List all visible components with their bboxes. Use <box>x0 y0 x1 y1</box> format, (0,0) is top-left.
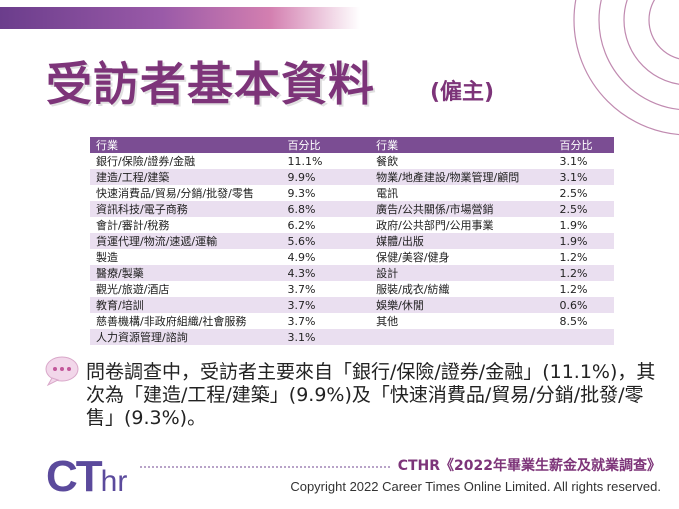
percent-cell: 9.9% <box>281 169 371 185</box>
industry-cell: 人力資源管理/諮詢 <box>90 329 282 345</box>
percent-cell: 4.9% <box>281 249 371 265</box>
speech-bubble-icon <box>45 356 79 386</box>
industry-cell: 設計 <box>370 265 554 281</box>
header-gradient-bar <box>0 7 360 29</box>
table-row: 資訊科技/電子商務 6.8% 廣告/公共關係/市場營銷 2.5% <box>90 201 614 217</box>
percent-cell: 4.3% <box>281 265 371 281</box>
percent-cell: 1.2% <box>553 249 614 265</box>
percent-cell: 8.5% <box>553 313 614 329</box>
table-row: 會計/審計/稅務 6.2% 政府/公共部門/公用事業 1.9% <box>90 217 614 233</box>
industry-cell: 會計/審計/稅務 <box>90 217 282 233</box>
table-row: 貨運代理/物流/速遞/運輸 5.6% 媒體/出版 1.9% <box>90 233 614 249</box>
summary-text: 問卷調查中，受訪者主要來自「銀行/保險/證券/金融」(11.1%)，其次為「建造… <box>86 361 656 429</box>
industry-cell: 電訊 <box>370 185 554 201</box>
percent-cell: 1.2% <box>553 265 614 281</box>
page-subtitle: (僱主) <box>430 80 495 105</box>
percent-cell: 3.1% <box>553 169 614 185</box>
percent-cell: 3.1% <box>553 153 614 169</box>
table-row: 慈善機構/非政府組織/社會服務 3.7% 其他 8.5% <box>90 313 614 329</box>
percent-cell: 2.5% <box>553 201 614 217</box>
percent-cell: 3.7% <box>281 313 371 329</box>
industry-cell: 貨運代理/物流/速遞/運輸 <box>90 233 282 249</box>
industry-cell: 醫療/製藥 <box>90 265 282 281</box>
percent-cell: 3.7% <box>281 297 371 313</box>
percent-cell: 3.1% <box>281 329 371 345</box>
industry-cell: 製造 <box>90 249 282 265</box>
percent-cell: 6.8% <box>281 201 371 217</box>
percent-cell: 9.3% <box>281 185 371 201</box>
table-row: 快速消費品/貿易/分銷/批發/零售 9.3% 電訊 2.5% <box>90 185 614 201</box>
industry-cell: 廣告/公共關係/市場營銷 <box>370 201 554 217</box>
table-row: 建造/工程/建築 9.9% 物業/地產建設/物業管理/顧問 3.1% <box>90 169 614 185</box>
percent-cell: 0.6% <box>553 297 614 313</box>
industry-cell: 慈善機構/非政府組織/社會服務 <box>90 313 282 329</box>
industry-cell: 銀行/保險/證券/金融 <box>90 153 282 169</box>
logo-hr: hr <box>100 465 128 498</box>
percent-cell: 1.9% <box>553 233 614 249</box>
industry-cell: 教育/培訓 <box>90 297 282 313</box>
table-row: 教育/培訓 3.7% 娛樂/休閒 0.6% <box>90 297 614 313</box>
page-title: 受訪者基本資料 <box>46 57 375 111</box>
percent-cell: 5.6% <box>281 233 371 249</box>
industry-cell <box>370 329 554 345</box>
industry-cell: 媒體/出版 <box>370 233 554 249</box>
dotted-divider <box>140 466 390 468</box>
industry-cell: 資訊科技/電子商務 <box>90 201 282 217</box>
table-row: 銀行/保險/證券/金融 11.1% 餐飲 3.1% <box>90 153 614 169</box>
percent-cell: 2.5% <box>553 185 614 201</box>
report-title: CTHR《2022年畢業生薪金及就業調查》 <box>397 458 661 474</box>
copyright-text: Copyright 2022 Career Times Online Limit… <box>290 479 661 494</box>
industry-cell: 快速消費品/貿易/分銷/批發/零售 <box>90 185 282 201</box>
industry-cell: 觀光/旅遊/酒店 <box>90 281 282 297</box>
table-body: 銀行/保險/證券/金融 11.1% 餐飲 3.1% 建造/工程/建築 9.9% 物業/地產建… <box>90 153 614 345</box>
industry-cell: 建造/工程/建築 <box>90 169 282 185</box>
header-industry-left: 行業 <box>90 137 282 153</box>
cthr-logo: CThr <box>46 452 127 502</box>
table-header-row: 行業 百分比 行業 百分比 <box>90 137 614 153</box>
industry-table: 行業 百分比 行業 百分比 銀行/保險/證券/金融 11.1% 餐飲 3.1% 建造/工… <box>90 137 614 345</box>
percent-cell: 6.2% <box>281 217 371 233</box>
industry-cell: 其他 <box>370 313 554 329</box>
industry-cell: 物業/地產建設/物業管理/顧問 <box>370 169 554 185</box>
logo-ct: CT <box>46 452 103 501</box>
table-row: 人力資源管理/諮詢 3.1% <box>90 329 614 345</box>
industry-cell: 服裝/成衣/紡織 <box>370 281 554 297</box>
industry-cell: 餐飲 <box>370 153 554 169</box>
table-row: 製造 4.9% 保健/美容/健身 1.2% <box>90 249 614 265</box>
percent-cell: 1.9% <box>553 217 614 233</box>
header-percent-left: 百分比 <box>281 137 371 153</box>
percent-cell <box>553 329 614 345</box>
decorative-arcs <box>573 0 679 136</box>
table-row: 醫療/製藥 4.3% 設計 1.2% <box>90 265 614 281</box>
percent-cell: 11.1% <box>281 153 371 169</box>
table-row: 觀光/旅遊/酒店 3.7% 服裝/成衣/紡織 1.2% <box>90 281 614 297</box>
percent-cell: 1.2% <box>553 281 614 297</box>
industry-cell: 政府/公共部門/公用事業 <box>370 217 554 233</box>
industry-cell: 保健/美容/健身 <box>370 249 554 265</box>
header-percent-right: 百分比 <box>553 137 614 153</box>
industry-cell: 娛樂/休閒 <box>370 297 554 313</box>
percent-cell: 3.7% <box>281 281 371 297</box>
header-industry-right: 行業 <box>370 137 554 153</box>
